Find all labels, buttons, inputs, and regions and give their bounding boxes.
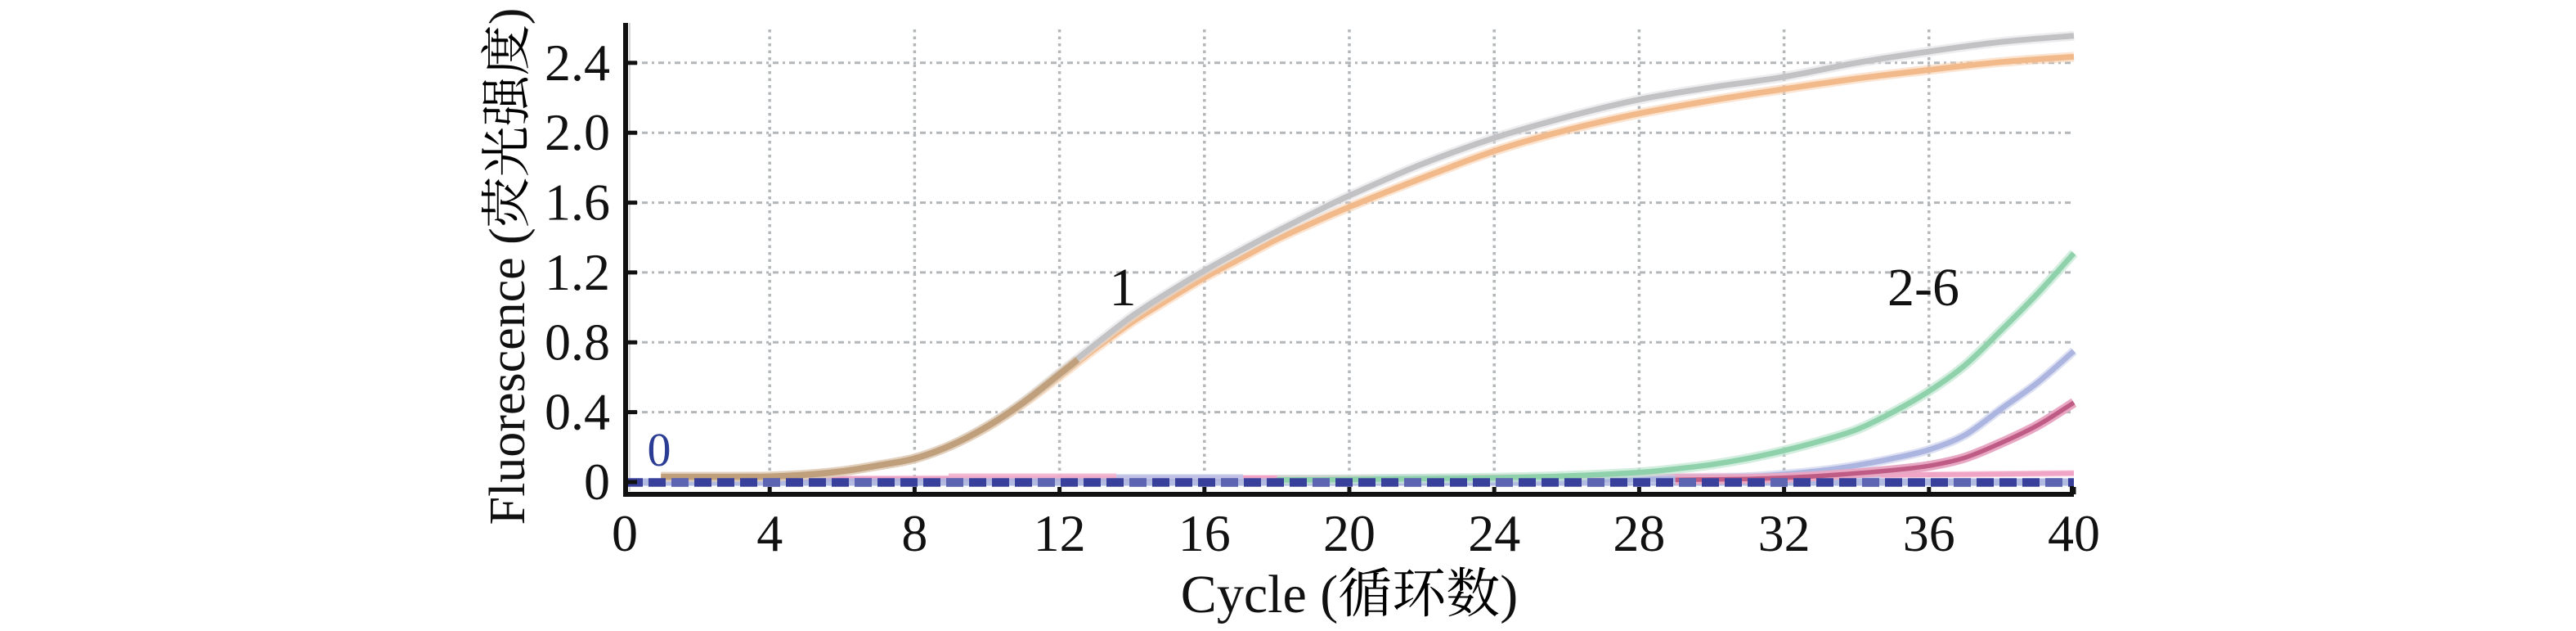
svg-text:28: 28: [1613, 504, 1665, 562]
svg-text:4: 4: [756, 504, 783, 562]
svg-text:2.0: 2.0: [545, 103, 610, 161]
svg-text:1: 1: [1110, 258, 1137, 318]
svg-text:Fluorescence (: Fluorescence (: [480, 228, 536, 525]
svg-text:0.8: 0.8: [545, 313, 610, 371]
svg-text:40: 40: [2048, 504, 2100, 562]
svg-text:12: 12: [1034, 504, 1086, 562]
svg-text:0.4: 0.4: [545, 383, 610, 441]
svg-text:8: 8: [901, 504, 927, 562]
svg-text:20: 20: [1323, 504, 1376, 562]
svg-text:0: 0: [612, 504, 638, 562]
svg-text:2-6: 2-6: [1887, 258, 1959, 318]
svg-text:2.4: 2.4: [545, 34, 610, 92]
svg-text:1.6: 1.6: [545, 174, 610, 232]
svg-text:32: 32: [1758, 504, 1811, 562]
svg-text:24: 24: [1468, 504, 1520, 562]
svg-text:Cycle (: Cycle (: [1181, 565, 1338, 624]
svg-text:): ): [480, 8, 536, 25]
svg-text:0: 0: [584, 453, 610, 511]
svg-text:36: 36: [1903, 504, 1955, 562]
svg-text:0: 0: [648, 423, 671, 476]
svg-text:16: 16: [1178, 504, 1231, 562]
svg-text:1.2: 1.2: [545, 243, 610, 301]
svg-text:): ): [1500, 565, 1518, 624]
